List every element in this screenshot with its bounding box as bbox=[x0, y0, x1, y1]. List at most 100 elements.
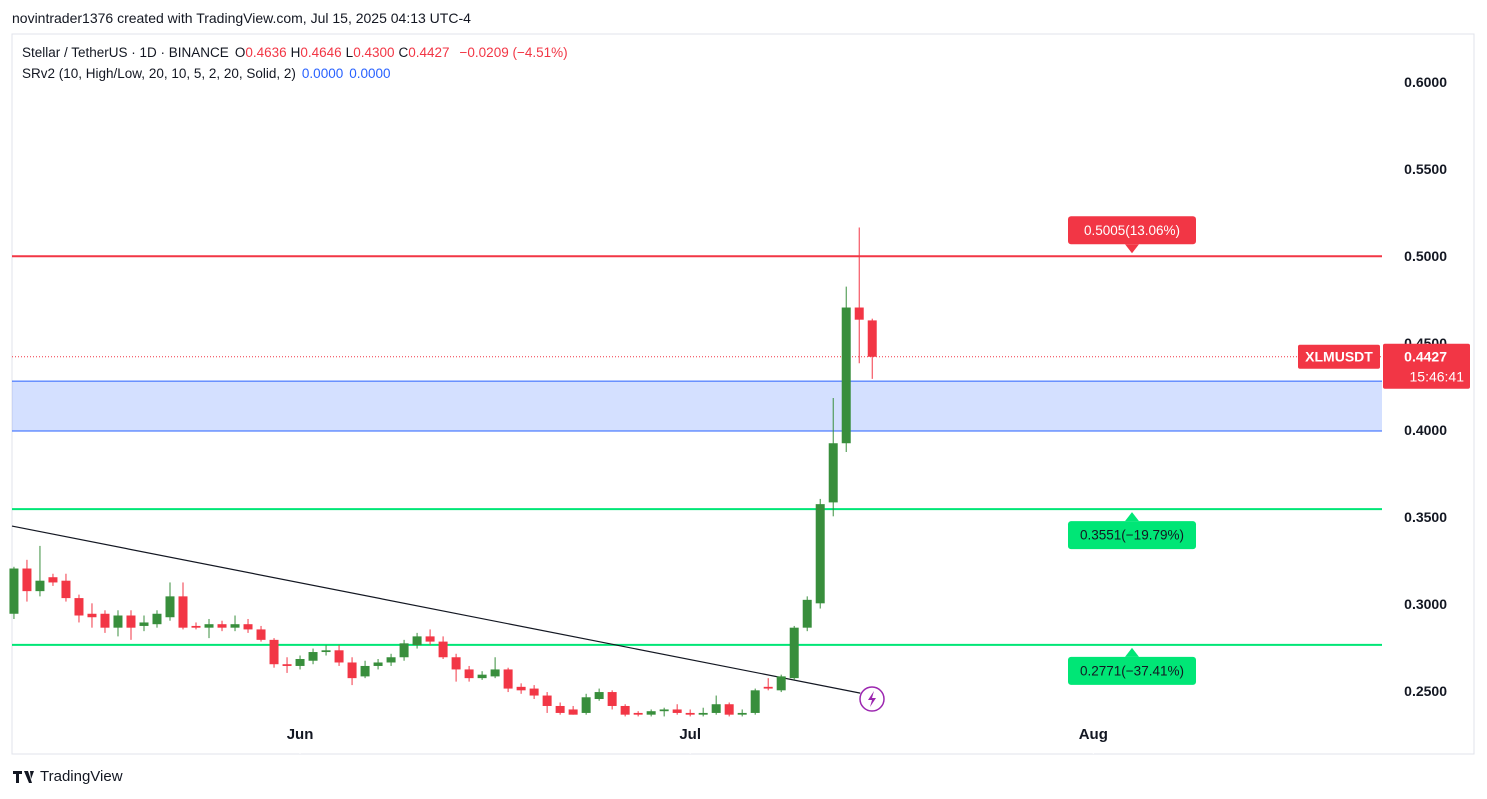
ohlc: O0.4636 H0.4646 L0.4300 C0.4427 bbox=[235, 45, 454, 60]
ohlc-value: 0.4300 bbox=[353, 45, 395, 60]
candle-body bbox=[542, 695, 552, 706]
ohlc-key: C bbox=[398, 45, 409, 60]
candle-body bbox=[165, 596, 175, 618]
candle-body bbox=[503, 669, 513, 689]
x-tick-label: Jul bbox=[679, 726, 701, 743]
symbol-legend: Stellar / TetherUS · 1D · BINANCE O0.4636… bbox=[22, 45, 574, 60]
candle-body bbox=[256, 629, 266, 640]
candle-body bbox=[139, 622, 149, 626]
change: −0.0209 (−4.51%) bbox=[459, 45, 568, 60]
candle-body bbox=[581, 697, 591, 713]
ohlc-value: 0.4646 bbox=[300, 45, 342, 60]
candle-body bbox=[35, 580, 45, 592]
candle-body bbox=[217, 624, 227, 628]
candle-body bbox=[178, 596, 188, 628]
candle-body bbox=[568, 709, 578, 715]
candle-body bbox=[776, 676, 786, 691]
ohlc-key: O bbox=[234, 45, 246, 60]
plot-area: 0.25000.30000.35000.40000.45000.50000.55… bbox=[9, 74, 1447, 754]
y-tick-label: 0.2500 bbox=[1404, 683, 1447, 699]
candle-body bbox=[152, 613, 162, 625]
candle-body bbox=[22, 568, 32, 592]
candle-body bbox=[399, 643, 409, 658]
candle-body bbox=[191, 625, 201, 628]
x-tick-label: Aug bbox=[1079, 726, 1108, 743]
candle-body bbox=[711, 704, 721, 713]
ohlc-value: 0.4427 bbox=[408, 45, 450, 60]
candle-body bbox=[425, 636, 435, 642]
candle-body bbox=[61, 580, 71, 599]
candle-body bbox=[269, 639, 279, 665]
y-tick-label: 0.5000 bbox=[1404, 248, 1447, 264]
candle-body bbox=[282, 664, 292, 666]
candle-body bbox=[750, 690, 760, 713]
candle-body bbox=[854, 307, 864, 320]
candle-body bbox=[763, 686, 773, 689]
candle-body bbox=[438, 641, 448, 658]
y-tick-label: 0.5500 bbox=[1404, 161, 1447, 177]
candle-body bbox=[451, 657, 461, 670]
candle-body bbox=[685, 712, 695, 715]
candle-body bbox=[867, 320, 877, 357]
countdown-label: 15:46:41 bbox=[1410, 368, 1465, 384]
candle-body bbox=[802, 599, 812, 628]
candle-body bbox=[594, 692, 604, 700]
symbol-label: XLMUSDT bbox=[1305, 348, 1373, 364]
candle-body bbox=[48, 577, 58, 583]
candle-body bbox=[230, 624, 240, 628]
candle-body bbox=[74, 598, 84, 616]
y-tick-label: 0.3500 bbox=[1404, 509, 1447, 525]
candle-body bbox=[698, 712, 708, 715]
candle-body bbox=[204, 624, 214, 628]
level-label-box bbox=[1068, 521, 1196, 550]
symbol: Stellar / TetherUS · 1D · BINANCE bbox=[22, 45, 229, 60]
symbol-box bbox=[1298, 344, 1380, 369]
chart-frame bbox=[11, 33, 1475, 755]
candle-body bbox=[555, 705, 565, 713]
attribution: novintrader1376 created with TradingView… bbox=[12, 10, 471, 26]
tv-logo bbox=[13, 771, 34, 783]
candle-body bbox=[737, 712, 747, 715]
candle-body bbox=[412, 636, 422, 646]
y-tick-label: 0.4000 bbox=[1404, 422, 1447, 438]
candle-body bbox=[386, 657, 396, 663]
candle-body bbox=[100, 613, 110, 628]
brand: TradingView bbox=[40, 768, 123, 785]
price-box bbox=[1383, 343, 1470, 389]
candle-body bbox=[373, 662, 383, 666]
candle-body bbox=[321, 650, 331, 653]
candle-body bbox=[126, 615, 136, 628]
trendline bbox=[11, 525, 861, 694]
candle-body bbox=[9, 568, 19, 614]
ohlc-value: 0.4636 bbox=[245, 45, 287, 60]
candle-body bbox=[464, 669, 474, 679]
candle-body bbox=[334, 650, 344, 663]
indicator-value: 0.0000 bbox=[349, 66, 391, 81]
level-pointer bbox=[1125, 647, 1139, 657]
candle-body bbox=[828, 443, 838, 503]
candle-body bbox=[295, 658, 305, 666]
candle-body bbox=[607, 692, 617, 706]
ohlc-key: L bbox=[345, 45, 354, 60]
level-label: 0.5005(13.06%) bbox=[1084, 223, 1180, 238]
candle-body bbox=[477, 674, 487, 679]
candle-body bbox=[308, 652, 318, 661]
y-tick-label: 0.3000 bbox=[1404, 596, 1447, 612]
candle-body bbox=[113, 615, 123, 628]
candle-body bbox=[659, 709, 669, 712]
candle-body bbox=[243, 624, 253, 630]
candle-body bbox=[646, 711, 656, 715]
ohlc-key: H bbox=[290, 45, 301, 60]
candle-body bbox=[87, 613, 97, 618]
candle-body bbox=[789, 627, 799, 679]
x-tick-label: Jun bbox=[287, 726, 314, 743]
y-tick-label: 0.6000 bbox=[1404, 74, 1447, 90]
level-label-box bbox=[1068, 216, 1196, 245]
candle-body bbox=[360, 665, 370, 677]
indicator-legend: SRv2 (10, High/Low, 20, 10, 5, 2, 20, So… bbox=[22, 66, 397, 81]
level-label-box bbox=[1068, 656, 1196, 685]
level-label: 0.3551(−19.79%) bbox=[1080, 528, 1184, 543]
candle-body bbox=[620, 705, 630, 715]
